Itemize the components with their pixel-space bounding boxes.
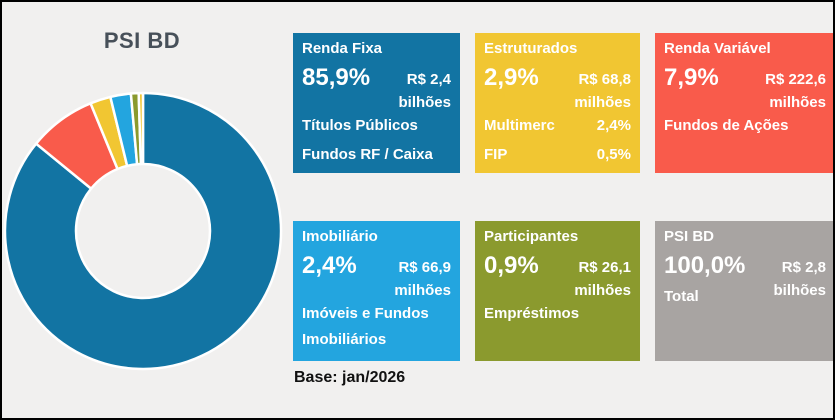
donut-slice-renda-fixa <box>3 91 283 371</box>
panel-estruturados: Estruturados 2,9% R$ 68,8 milhões Multim… <box>475 33 640 173</box>
panel-unit: milhões <box>574 94 631 111</box>
panel-total-label: Total <box>664 288 699 305</box>
panel-title: PSI BD <box>664 228 715 245</box>
panel-percent: 2,9% <box>484 64 539 91</box>
panel-line: Imobiliários <box>302 331 387 348</box>
panel-title: Estruturados <box>484 40 578 57</box>
breakdown-label: Multimerc <box>484 117 555 134</box>
panel-amount: R$ 26,1 <box>578 259 631 276</box>
panel-percent: 2,4% <box>302 252 357 279</box>
panel-unit: milhões <box>574 282 631 299</box>
donut-slices <box>3 91 283 371</box>
panel-line: Imóveis e Fundos <box>302 305 429 322</box>
panel-title: Participantes <box>484 228 579 245</box>
panel-participantes: Participantes 0,9% R$ 26,1 milhões Empré… <box>475 221 640 361</box>
panel-title: Imobiliário <box>302 228 378 245</box>
donut-chart <box>3 91 283 371</box>
panel-unit: milhões <box>394 282 451 299</box>
panel-unit: milhões <box>769 94 826 111</box>
panel-amount: R$ 2,8 <box>781 259 826 276</box>
panel-percent: 85,9% <box>302 64 371 91</box>
panel-line: Fundos de Ações <box>664 117 789 134</box>
panel-unit: bilhões <box>773 282 826 299</box>
breakdown-value: 0,5% <box>596 146 631 163</box>
base-date-note: Base: jan/2026 <box>294 369 406 386</box>
panel-percent: 7,9% <box>664 64 719 91</box>
chart-title: PSI BD <box>103 28 181 53</box>
panel-percent: 0,9% <box>484 252 539 279</box>
panel-breakdown-row: FIP 0,5% <box>484 146 631 164</box>
panel-line: Títulos Públicos <box>302 117 418 134</box>
panel-imobiliario: Imobiliário 2,4% R$ 66,9 milhões Imóveis… <box>293 221 460 361</box>
breakdown-label: FIP <box>484 146 508 163</box>
panel-percent: 100,0% <box>664 252 746 279</box>
donut-slice-fip <box>137 91 145 166</box>
panel-amount: R$ 68,8 <box>578 71 631 88</box>
panel-amount: R$ 222,6 <box>765 71 826 88</box>
panel-renda-variavel: Renda Variável 7,9% R$ 222,6 milhões Fun… <box>655 33 833 173</box>
panel-renda-fixa: Renda Fixa 85,9% R$ 2,4 bilhões Títulos … <box>293 33 460 173</box>
panel-psi-bd-total: PSI BD 100,0% Total R$ 2,8 bilhões <box>655 221 833 361</box>
panel-breakdown-row: Multimerc 2,4% <box>484 117 631 135</box>
panel-amount: R$ 66,9 <box>398 259 451 276</box>
breakdown-value: 2,4% <box>596 117 631 134</box>
panel-unit: bilhões <box>398 94 451 111</box>
panel-title: Renda Variável <box>664 40 771 57</box>
panel-line: Empréstimos <box>484 305 580 322</box>
panel-amount: R$ 2,4 <box>406 71 451 88</box>
panel-title: Renda Fixa <box>302 40 383 57</box>
panel-line: Fundos RF / Caixa <box>302 146 433 163</box>
